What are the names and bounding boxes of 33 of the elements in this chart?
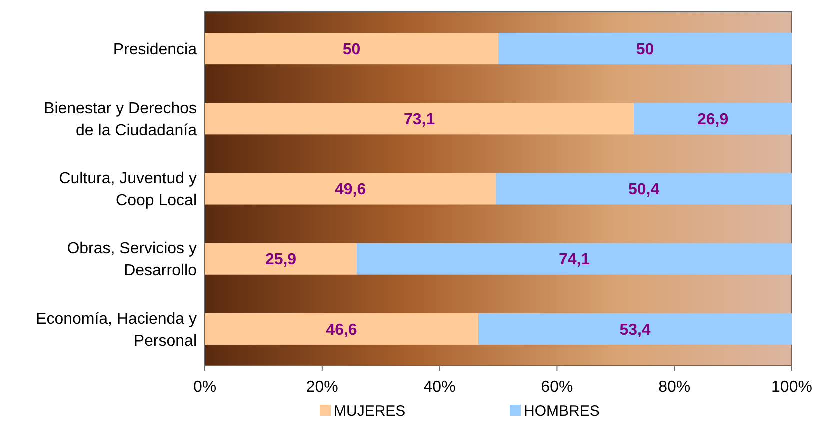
bar bbox=[205, 173, 496, 205]
y-tick-label: Bienestar y Derechos de la Ciudadanía bbox=[44, 100, 198, 140]
x-tick-label: 80% bbox=[658, 379, 691, 396]
x-tick-label: 60% bbox=[541, 379, 574, 396]
data-label: 50 bbox=[342, 41, 361, 58]
x-tick-label: 40% bbox=[424, 379, 456, 396]
bar bbox=[634, 103, 792, 135]
data-label: 49,6 bbox=[335, 182, 366, 199]
y-tick-label: Economía, Hacienda y Personal bbox=[36, 310, 197, 350]
data-label: 50,4 bbox=[628, 182, 660, 199]
data-label: 74,1 bbox=[558, 252, 590, 269]
bar bbox=[205, 313, 479, 345]
y-tick-label: Cultura, Juventud y Coop Local bbox=[59, 170, 197, 210]
data-label: 25,9 bbox=[265, 252, 297, 269]
x-tick-label: 100% bbox=[772, 379, 812, 396]
x-tick-label: 20% bbox=[306, 379, 338, 396]
bar bbox=[496, 173, 792, 205]
y-tick-label: Presidencia bbox=[113, 41, 198, 58]
bar bbox=[205, 103, 634, 135]
data-label: 53,4 bbox=[620, 322, 651, 339]
bar bbox=[478, 313, 792, 345]
bar bbox=[357, 243, 792, 275]
data-label: 26,9 bbox=[697, 112, 729, 128]
legend-label: MUJERES bbox=[334, 403, 406, 420]
bar bbox=[498, 33, 792, 65]
data-label: 73,1 bbox=[404, 112, 436, 128]
legend-label: HOMBRES bbox=[524, 403, 600, 420]
data-label: 50 bbox=[636, 41, 654, 58]
bar bbox=[205, 243, 358, 275]
y-tick-label: Obras, Servicios y Desarrollo bbox=[67, 240, 198, 280]
x-tick-label: 0% bbox=[193, 379, 217, 396]
data-label: 46,6 bbox=[326, 322, 358, 339]
bar bbox=[205, 33, 498, 65]
